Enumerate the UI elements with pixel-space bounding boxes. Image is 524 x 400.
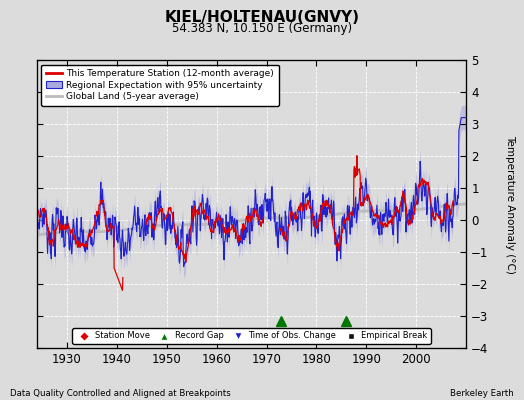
Legend: Station Move, Record Gap, Time of Obs. Change, Empirical Break: Station Move, Record Gap, Time of Obs. C… <box>72 328 431 344</box>
Text: Data Quality Controlled and Aligned at Breakpoints: Data Quality Controlled and Aligned at B… <box>10 389 231 398</box>
Y-axis label: Temperature Anomaly (°C): Temperature Anomaly (°C) <box>505 134 515 274</box>
Text: Berkeley Earth: Berkeley Earth <box>450 389 514 398</box>
Text: 54.383 N, 10.150 E (Germany): 54.383 N, 10.150 E (Germany) <box>172 22 352 35</box>
Text: KIEL/HOLTENAU(GNVY): KIEL/HOLTENAU(GNVY) <box>165 10 359 25</box>
